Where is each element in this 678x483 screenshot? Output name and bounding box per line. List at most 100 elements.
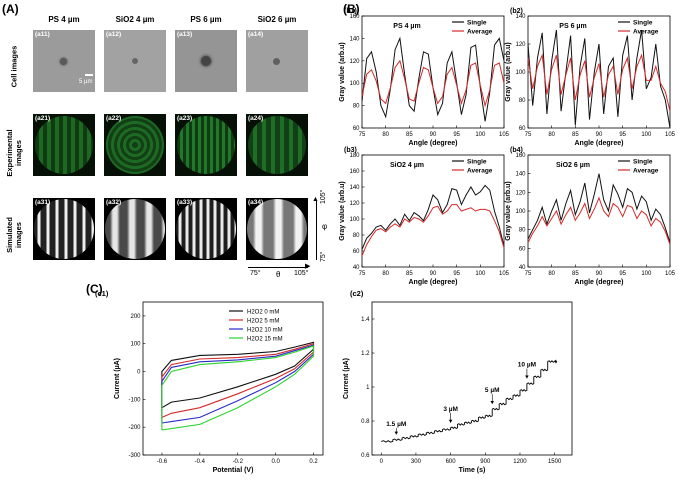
b1-series-average [361, 59, 505, 108]
c2-xtick-label: 1200 [513, 459, 527, 465]
tile-tag: (a24) [248, 115, 264, 122]
b4-ylabel: Gray value (arb.u) [505, 181, 512, 241]
cell-image-ps4: (a11) 5 µm [33, 30, 95, 92]
b1-ytick-label: 160 [349, 14, 360, 20]
b3-label: (b3) [344, 147, 357, 154]
c2-annotation-label: 1.5 µM [386, 421, 406, 428]
b1-xtick-label: 75 [359, 132, 366, 138]
b2-ytick-label: 140 [515, 14, 526, 20]
tile-tag: (a22) [106, 115, 122, 122]
c2-annotation-label: 10 µM [518, 362, 536, 369]
b2-ytick-label: 120 [515, 42, 526, 48]
c2-frame [371, 301, 573, 456]
b3-ytick-label: 80 [353, 233, 360, 239]
b2-ytick-label: 60 [519, 126, 526, 132]
experimental-image-sio2-6: (a24) [246, 114, 308, 176]
c1-label: (c1) [95, 289, 109, 298]
fringe-disc [106, 116, 164, 174]
b3-ytick-label: 60 [353, 249, 360, 255]
simulated-image-sio2-4: (a32) [104, 198, 166, 260]
c2-annotation-arrowhead [448, 419, 453, 423]
b3-xtick-label: 105 [499, 271, 510, 277]
c2-annotation-arrowhead [394, 431, 399, 435]
b4-xtick-label: 100 [641, 271, 652, 277]
c1-ytick-label: -200 [128, 425, 141, 431]
b3-xtick-label: 80 [382, 271, 389, 277]
panel-label-b: (B) [343, 2, 360, 16]
c1-legend-label: H2O2 5 mM [247, 319, 279, 325]
fringe-disc [247, 199, 307, 259]
c2-xtick-label: 600 [446, 459, 457, 465]
panel-label-a: (A) [2, 2, 19, 16]
b2-xtick-label: 95 [619, 132, 626, 138]
c2-ytick-label: 0.8 [361, 419, 370, 425]
b3-xtick-label: 75 [359, 271, 366, 277]
b2-xtick-label: 75 [525, 132, 532, 138]
b2-xtick-label: 100 [641, 132, 652, 138]
cell-dot [60, 58, 67, 65]
b2-title: PS 6 µm [559, 23, 586, 30]
b3-ytick-label: 100 [349, 217, 360, 223]
c1-xtick-label: 0.0 [271, 459, 280, 465]
c1-ylabel: Current (µA) [114, 358, 121, 399]
b3-ytick-label: 140 [349, 185, 360, 191]
simulated-image-ps6: (a33) [175, 198, 237, 260]
b3-xlabel: Angle (degree) [408, 279, 457, 286]
b1-title: PS 4 µm [393, 23, 420, 30]
c1-ytick-label: -100 [128, 397, 141, 403]
b1-xtick-label: 80 [382, 132, 389, 138]
b3-ytick-label: 120 [349, 201, 360, 207]
tile-tag: (a32) [106, 199, 122, 206]
c1-series-2 [161, 344, 315, 424]
b1-ytick-label: 120 [349, 59, 360, 65]
c2-series-current [381, 359, 558, 443]
b3-series-average [361, 204, 505, 256]
fringe-disc [35, 116, 93, 174]
b2-xtick-label: 105 [665, 132, 676, 138]
b1-xlabel: Angle (degree) [408, 140, 457, 147]
b1-xtick-label: 90 [430, 132, 437, 138]
b4-ytick-label: 160 [515, 153, 526, 159]
scale-bar [85, 74, 93, 76]
c2-xtick-label: 0 [380, 459, 384, 465]
experimental-image-sio2-4: (a22) [104, 114, 166, 176]
b2-series-average [527, 53, 671, 112]
c2-ytick-label: 0.6 [361, 453, 370, 459]
b3-legend-label: Single [467, 159, 487, 166]
col-header-sio2-4: SiO2 4 µm [115, 15, 155, 24]
b1-legend-label: Single [467, 20, 487, 27]
col-header-sio2-6: SiO2 6 µm [257, 15, 297, 24]
scale-bar-label: 5 µm [79, 79, 93, 85]
b4-xtick-label: 75 [525, 271, 532, 277]
c2-ytick-label: 1.2 [361, 351, 370, 357]
b3-ytick-label: 160 [349, 169, 360, 175]
c2-ytick-label: 1.4 [361, 317, 370, 323]
b1-series-single [361, 36, 505, 122]
b2-xtick-label: 85 [572, 132, 579, 138]
c1-frame [142, 301, 324, 456]
b4-ytick-label: 60 [519, 246, 526, 252]
theta-right-label: 105° [294, 270, 309, 277]
fringe-disc [176, 199, 236, 259]
c1-ytick-label: 100 [130, 342, 141, 348]
b4-xtick-label: 80 [548, 271, 555, 277]
b1-ylabel: Gray value (arb.u) [339, 42, 346, 102]
c2-xtick-label: 1500 [548, 459, 562, 465]
phi-axis-line [316, 200, 317, 260]
b4-ytick-label: 140 [515, 172, 526, 178]
b2-xtick-label: 80 [548, 132, 555, 138]
c1-ytick-label: -300 [128, 453, 141, 459]
theta-left-label: 75° [250, 270, 261, 277]
theta-arrow-icon: ▶ [305, 263, 311, 270]
col-header-ps4: PS 4 µm [48, 15, 80, 24]
cell-image-sio2-4: (a12) [104, 30, 166, 92]
simulated-image-ps4: (a31) [33, 198, 95, 260]
c2-ylabel: Current (µA) [343, 358, 350, 399]
b1-label: (b1) [344, 8, 357, 15]
b3-xtick-label: 100 [475, 271, 486, 277]
b3-xtick-label: 85 [406, 271, 413, 277]
b3-ytick-label: 180 [349, 153, 360, 159]
col-header-ps6: PS 6 µm [190, 15, 222, 24]
experimental-image-ps6: (a23) [175, 114, 237, 176]
cell-dot [132, 58, 138, 64]
